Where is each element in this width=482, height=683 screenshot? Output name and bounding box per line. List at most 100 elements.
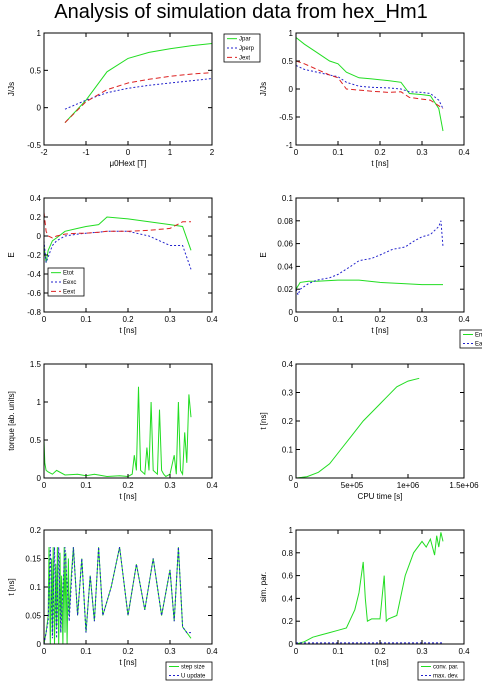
y-tick-label: 0.05: [25, 612, 41, 621]
x-tick-label: 5e+05: [341, 481, 364, 490]
y-tick-label: 0.04: [277, 262, 293, 271]
series-line-1: [64, 43, 212, 123]
y-tick-label: 0.06: [277, 240, 293, 249]
plot-frame: [295, 32, 465, 146]
y-tick-label: 0.5: [30, 66, 42, 75]
y-tick-label: 0: [37, 474, 42, 483]
y-tick-label: 0.4: [30, 194, 42, 203]
series-line-2: [296, 220, 444, 297]
series-line-2: [44, 230, 192, 270]
y-tick-label: 0.1: [282, 194, 294, 203]
y-tick-label: 1: [289, 29, 294, 38]
page-title: Analysis of simulation data from hex_Hm1: [54, 1, 428, 23]
y-axis-label: torque [ab. units]: [7, 391, 16, 451]
chart-5: 0 0.1 0.2 0.3 0.4 0 0.5 1 1.5 t [ns] torque [ab. u…: [7, 360, 218, 501]
x-axis-label: t [ns]: [119, 326, 136, 335]
y-tick-label: -0.2: [27, 251, 41, 260]
x-tick-label: 0.1: [332, 315, 344, 324]
chart-6: 0 5e+05 1e+06 1.5e+06 0 0.1 0.2 0.3 0.4 CPU time …: [259, 360, 479, 501]
x-axis-label: μ0Hext [T]: [109, 159, 146, 168]
y-tick-label: 0.8: [282, 549, 294, 558]
y-tick-label: 0: [289, 308, 294, 317]
x-tick-label: -1: [82, 148, 90, 157]
series-line-3: [64, 72, 212, 123]
legend: Emag Eanis: [459, 329, 482, 349]
chart-3: 0 0.1 0.2 0.3 0.4 -0.8 -0.6 -0.4 -0.2 0 0.2 0.4 t [n…: [7, 194, 218, 335]
x-tick-label: 0.4: [458, 647, 470, 656]
y-tick-label: 0.2: [282, 617, 294, 626]
legend-entry: Eext: [63, 289, 75, 295]
x-tick-label: 0.4: [458, 148, 470, 157]
y-tick-label: 0.6: [282, 572, 294, 581]
y-tick-label: 1: [37, 398, 42, 407]
y-tick-label: 0.2: [282, 417, 294, 426]
x-tick-label: 0: [42, 315, 47, 324]
x-axis-label: t [ns]: [371, 658, 388, 667]
y-tick-label: 0.5: [30, 436, 42, 445]
y-axis-label: J/Js: [259, 82, 268, 96]
x-tick-label: 0.3: [416, 148, 428, 157]
x-axis-label: CPU time [s]: [358, 492, 403, 501]
legend-entry: Etot: [63, 271, 74, 277]
x-tick-label: 0.2: [374, 315, 386, 324]
x-axis-label: t [ns]: [119, 658, 136, 667]
series-line-2: [64, 78, 212, 110]
series-line-1: [296, 37, 444, 132]
legend-entry: U update: [181, 674, 206, 680]
y-tick-label: 0.2: [30, 526, 42, 535]
y-tick-label: 1.5: [30, 360, 42, 369]
x-tick-label: 0.2: [374, 647, 386, 656]
x-tick-label: 0: [294, 647, 299, 656]
x-tick-label: 1e+06: [397, 481, 420, 490]
legend-entry: step size: [181, 665, 205, 671]
series-line-1: [44, 216, 192, 263]
legend-entry: Eexc: [63, 280, 76, 286]
y-tick-label: -0.5: [279, 113, 293, 122]
x-tick-label: 0: [294, 315, 299, 324]
x-tick-label: 0.1: [332, 148, 344, 157]
legend-entry: Jpar: [239, 37, 251, 43]
legend-entry: Eanis: [475, 342, 482, 348]
legend-entry: conv. par.: [433, 665, 459, 671]
y-axis-label: E: [7, 252, 16, 257]
x-axis-label: t [ns]: [371, 326, 388, 335]
x-tick-label: 1: [168, 148, 173, 157]
series-line-1: [44, 546, 192, 644]
series-line-2: [44, 546, 191, 644]
y-tick-label: 0.5: [282, 57, 294, 66]
y-tick-label: 0: [289, 640, 294, 649]
y-axis-label: sim. par.: [259, 572, 268, 602]
plot-frame: [43, 32, 213, 146]
legend-entry: Jext: [239, 55, 250, 61]
y-tick-label: 1: [37, 29, 42, 38]
y-tick-label: 0: [289, 85, 294, 94]
series-line-2: [296, 65, 444, 109]
x-tick-label: 0.3: [164, 315, 176, 324]
series-line-1: [44, 386, 192, 478]
chart-4: 0 0.1 0.2 0.3 0.4 0 0.02 0.04 0.06 0.08 0.1 t [ns] E…: [259, 194, 482, 349]
x-tick-label: 0.3: [416, 647, 428, 656]
x-tick-label: 1.5e+06: [449, 481, 479, 490]
x-tick-label: 0.4: [206, 481, 218, 490]
chart-8: 0 0.1 0.2 0.3 0.4 0 0.2 0.4 0.6 0.8 1 t [ns] sim. pa…: [259, 526, 470, 681]
x-tick-label: 0.3: [164, 647, 176, 656]
legend-entry: Emag: [475, 333, 482, 339]
legend: conv. par. max. dev.: [417, 661, 465, 681]
y-tick-label: -1: [286, 141, 294, 150]
legend: Etot Eexc Eext: [47, 267, 85, 297]
x-tick-label: 0.1: [80, 315, 92, 324]
y-tick-label: 0: [37, 232, 42, 241]
y-tick-label: 0.4: [282, 594, 294, 603]
y-tick-label: 0: [37, 640, 42, 649]
x-axis-label: t [ns]: [371, 159, 388, 168]
x-tick-label: 0.2: [122, 315, 134, 324]
x-tick-label: 0.2: [122, 481, 134, 490]
x-tick-label: 0: [294, 148, 299, 157]
y-tick-label: 0.02: [277, 285, 293, 294]
plot-frame: [295, 363, 465, 479]
series-line-1: [296, 279, 443, 290]
x-tick-label: 0.2: [374, 148, 386, 157]
legend: step size U update: [165, 661, 213, 681]
